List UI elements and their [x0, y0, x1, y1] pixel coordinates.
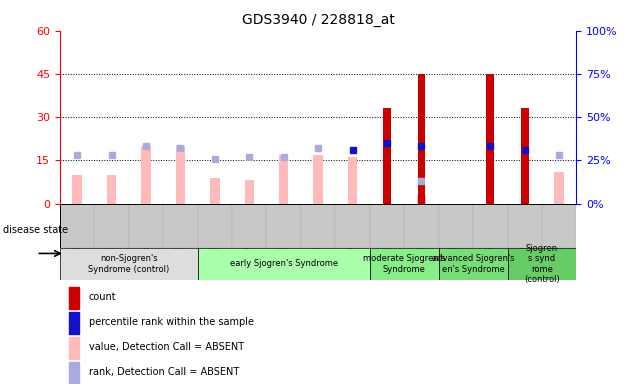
Bar: [486, 74, 494, 204]
Bar: [508, 204, 542, 248]
Bar: [542, 204, 576, 248]
Bar: [198, 204, 232, 248]
Bar: [438, 248, 508, 280]
Text: early Sjogren's Syndrome: early Sjogren's Syndrome: [230, 260, 338, 268]
Bar: [72, 175, 82, 204]
Bar: [94, 204, 129, 248]
Bar: [163, 204, 198, 248]
Text: disease state: disease state: [3, 225, 69, 235]
Bar: [176, 146, 185, 204]
Bar: [383, 109, 391, 204]
Bar: [279, 155, 289, 204]
Text: rank, Detection Call = ABSENT: rank, Detection Call = ABSENT: [88, 366, 239, 377]
Bar: [370, 204, 404, 248]
Bar: [335, 204, 370, 248]
Text: count: count: [88, 291, 116, 302]
Bar: [473, 204, 508, 248]
Bar: [69, 362, 79, 384]
Bar: [69, 286, 79, 309]
Bar: [141, 146, 151, 204]
Bar: [244, 180, 254, 204]
Text: value, Detection Call = ABSENT: value, Detection Call = ABSENT: [88, 341, 244, 352]
Bar: [418, 74, 425, 204]
Bar: [60, 248, 198, 280]
Text: Sjogren
s synd
rome
(control): Sjogren s synd rome (control): [524, 244, 560, 284]
Title: GDS3940 / 228818_at: GDS3940 / 228818_at: [242, 13, 394, 27]
Bar: [313, 155, 323, 204]
Text: non-Sjogren's
Syndrome (control): non-Sjogren's Syndrome (control): [88, 254, 169, 274]
Bar: [69, 336, 79, 359]
Bar: [301, 204, 335, 248]
Bar: [416, 195, 427, 204]
Text: moderate Sjogren's
Syndrome: moderate Sjogren's Syndrome: [363, 254, 445, 274]
Bar: [60, 204, 94, 248]
Bar: [554, 172, 564, 204]
Bar: [69, 312, 79, 334]
Bar: [438, 204, 473, 248]
Bar: [404, 204, 438, 248]
Bar: [521, 109, 529, 204]
Bar: [210, 177, 220, 204]
Bar: [348, 157, 357, 204]
Text: advanced Sjogren's
en's Syndrome: advanced Sjogren's en's Syndrome: [432, 254, 515, 274]
Bar: [370, 248, 438, 280]
Bar: [232, 204, 266, 248]
Bar: [129, 204, 163, 248]
Bar: [266, 204, 301, 248]
Bar: [198, 248, 370, 280]
Bar: [508, 248, 576, 280]
Text: percentile rank within the sample: percentile rank within the sample: [88, 316, 253, 327]
Bar: [106, 175, 117, 204]
